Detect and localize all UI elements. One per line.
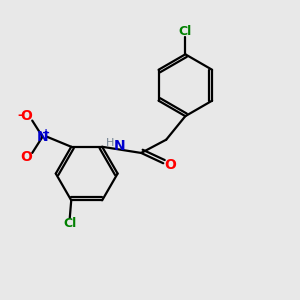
Text: Cl: Cl [63,217,76,230]
Text: O: O [164,158,176,172]
Text: -: - [17,109,22,122]
Text: O: O [20,150,32,164]
Text: O: O [20,109,32,123]
Text: H: H [106,137,115,148]
Text: +: + [42,128,50,138]
Text: Cl: Cl [179,25,192,38]
Text: N: N [113,139,125,153]
Text: N: N [37,130,48,144]
